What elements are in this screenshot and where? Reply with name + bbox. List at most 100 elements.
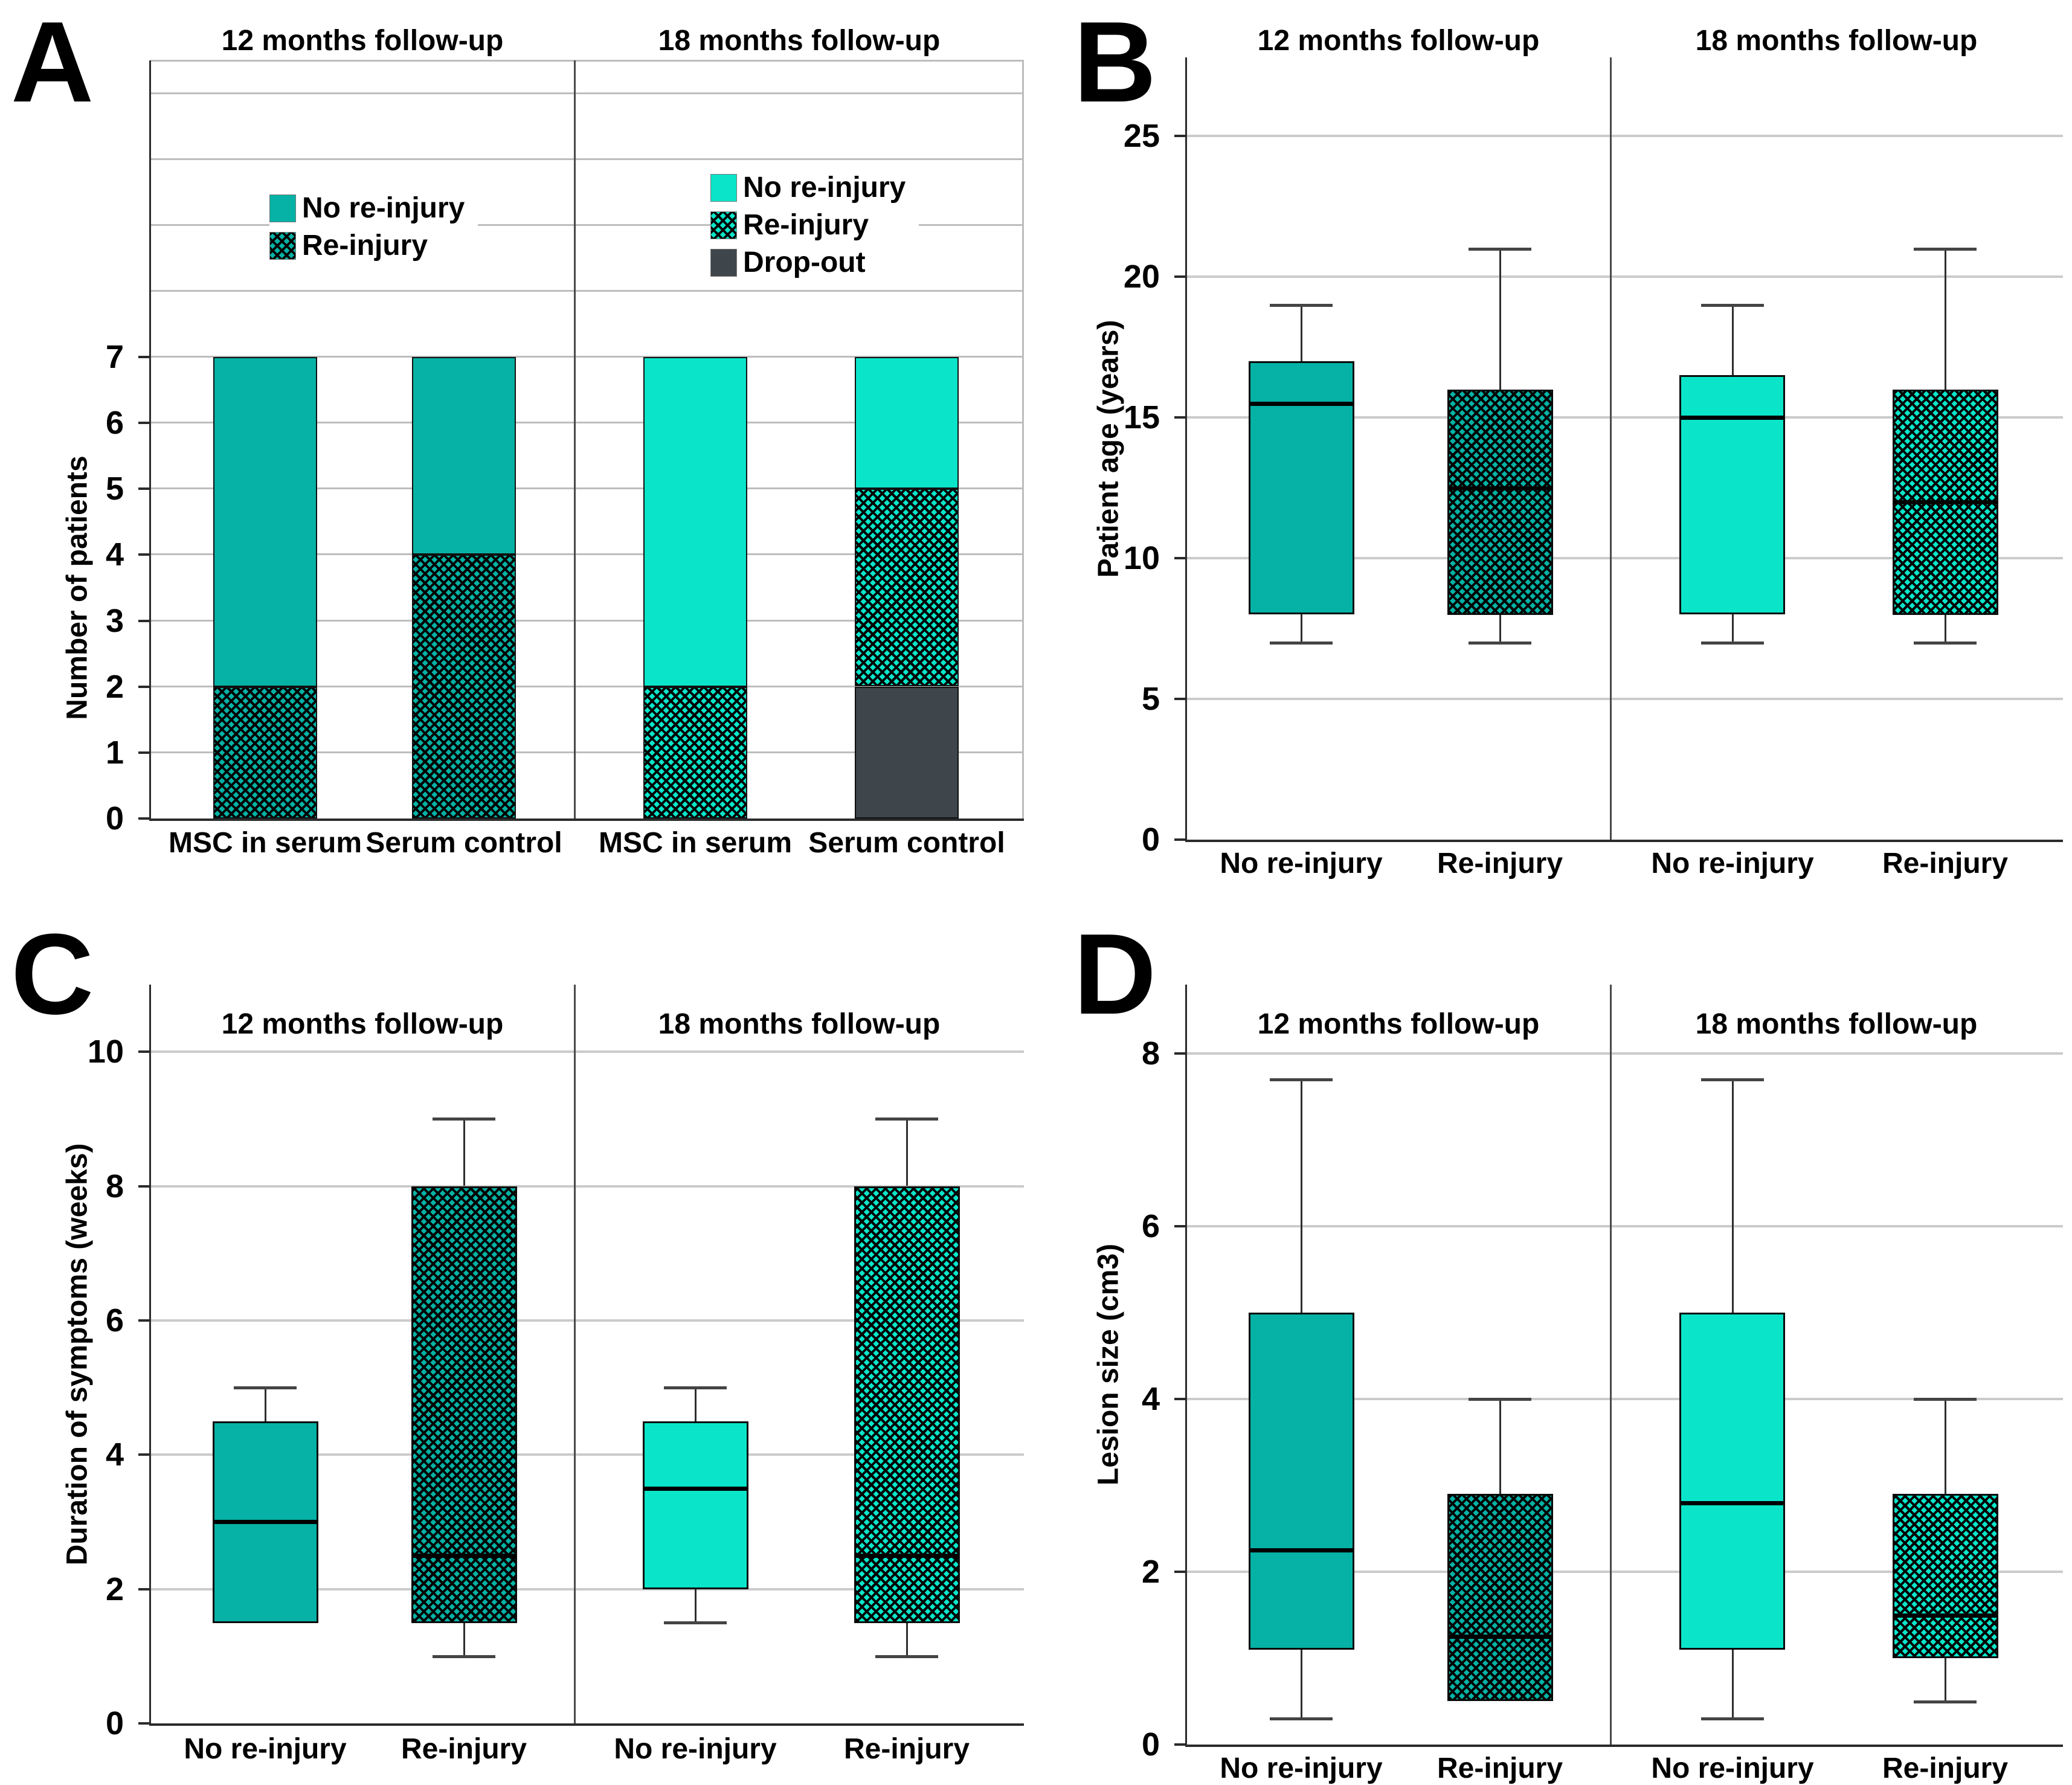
y-tick-mark: [138, 1588, 149, 1590]
y-tick-mark: [138, 817, 149, 820]
boxplot-whisker-cap: [1270, 1078, 1333, 1081]
y-tick-mark: [1174, 275, 1185, 278]
y-tick-mark: [138, 751, 149, 754]
gridline: [151, 356, 1024, 358]
boxplot-whisker-upper: [265, 1388, 266, 1421]
boxplot-whisker-cap: [1914, 248, 1977, 251]
y-tick-label: 8: [1141, 1035, 1160, 1072]
category-label: Serum control: [808, 827, 1005, 859]
y-tick-mark: [138, 356, 149, 358]
y-tick-label: 3: [105, 603, 124, 639]
gridline: [151, 1050, 1024, 1053]
stacked-bar-segment-no-re-injury: [855, 357, 959, 489]
boxplot-median: [855, 1554, 959, 1558]
boxplot-whisker-lower: [1499, 614, 1501, 643]
subpanel-title: 12 months follow-up: [221, 1008, 504, 1040]
gridline: [151, 224, 1024, 226]
stacked-bar-segment-no-re-injury: [213, 357, 317, 687]
legend-chip-hatch-12m: [269, 232, 296, 260]
y-tick-label: 0: [105, 1705, 124, 1742]
boxplot-whisker-cap: [1270, 642, 1333, 645]
subpanel-title: 12 months follow-up: [1257, 25, 1540, 57]
gridline: [151, 290, 1024, 292]
category-label: MSC in serum: [168, 827, 362, 859]
y-tick-label: 7: [105, 339, 124, 375]
boxplot-median: [1894, 500, 1997, 504]
axis-spine-bottom: [1185, 840, 2063, 842]
y-tick-label: 4: [105, 536, 124, 573]
y-tick-mark: [138, 620, 149, 622]
category-label: MSC in serum: [598, 827, 793, 859]
gridline: [1187, 1225, 2063, 1227]
boxplot-whisker-cap: [1469, 642, 1531, 645]
y-tick-label: 10: [1123, 540, 1160, 576]
y-tick-mark: [1174, 135, 1185, 137]
legend-row: No re-injury: [710, 169, 906, 207]
gridline: [151, 553, 1024, 555]
panel-c: C Duration of symptoms (weeks) 0 2 4 6 8 10 12 m…: [0, 894, 1036, 1785]
stacked-bar-segment-drop-out: [855, 687, 959, 819]
stacked-bar-segment-re-injury: [412, 555, 516, 819]
y-tick-mark: [138, 422, 149, 424]
y-tick-mark: [138, 487, 149, 490]
boxplot-whisker-cap: [1469, 248, 1531, 251]
y-tick-mark: [138, 1722, 149, 1725]
y-tick-mark: [1174, 557, 1185, 559]
panel-letter: C: [11, 910, 94, 1038]
boxplot-whisker-lower: [1732, 614, 1734, 643]
panel-b: B Patient age (years) 0 5 10 15 20 25 12 months …: [1036, 0, 2072, 888]
axis-spine-left: [1185, 57, 1187, 840]
y-axis-label: Lesion size (cm3): [1092, 1243, 1125, 1486]
category-label: No re-injury: [1220, 1752, 1383, 1784]
gridline: [151, 1319, 1024, 1322]
boxplot-box: [1447, 390, 1553, 615]
y-tick-label: 0: [1141, 1726, 1160, 1763]
boxplot-whisker-lower: [695, 1589, 697, 1623]
category-label: Re-injury: [1437, 847, 1563, 880]
boxplot-whisker-cap: [1469, 1398, 1531, 1401]
panel-letter: D: [1073, 910, 1156, 1038]
subpanel-divider: [1610, 985, 1612, 1745]
gridline: [1187, 698, 2063, 700]
subpanel-title: 12 months follow-up: [1257, 1008, 1540, 1040]
boxplot-whisker-cap: [1270, 1717, 1333, 1720]
boxplot-whisker-upper: [1945, 1399, 1946, 1494]
boxplot-whisker-cap: [1701, 1078, 1764, 1081]
boxplot-whisker-cap: [1914, 1398, 1977, 1401]
category-label: No re-injury: [1651, 1752, 1814, 1784]
gridline: [1187, 275, 2063, 278]
boxplot-whisker-upper: [1499, 249, 1501, 390]
y-tick-mark: [1174, 1052, 1185, 1055]
gridline: [151, 1185, 1024, 1188]
boxplot-median: [1250, 402, 1353, 406]
boxplot-box: [643, 1421, 748, 1589]
boxplot-median: [1449, 1635, 1552, 1639]
y-axis-label: Duration of symptoms (weeks): [61, 1143, 94, 1566]
boxplot-whisker-upper: [1732, 1079, 1734, 1313]
subpanel-title: 12 months follow-up: [221, 25, 504, 57]
y-tick-mark: [1174, 1225, 1185, 1227]
boxplot-whisker-upper: [463, 1119, 465, 1186]
gridline: [151, 751, 1024, 753]
gridline: [1187, 1052, 2063, 1055]
y-tick-label: 6: [105, 405, 124, 441]
category-label: No re-injury: [1220, 847, 1383, 880]
plot-frame-right: [1022, 60, 1024, 819]
y-tick-label: 0: [105, 800, 124, 837]
y-tick-mark: [1174, 1571, 1185, 1573]
gridline: [151, 422, 1024, 423]
boxplot-whisker-cap: [875, 1118, 938, 1121]
boxplot-whisker-upper: [1499, 1399, 1501, 1494]
category-label: No re-injury: [184, 1733, 347, 1765]
subpanel-title: 18 months follow-up: [658, 1008, 941, 1040]
boxplot-median: [1681, 1501, 1784, 1505]
boxplot-whisker-cap: [875, 1655, 938, 1658]
boxplot-whisker-upper: [1301, 1079, 1302, 1313]
category-label: Re-injury: [1882, 847, 2009, 880]
boxplot-median: [1449, 486, 1552, 490]
axis-spine-bottom: [149, 819, 1024, 821]
category-label: Re-injury: [843, 1733, 970, 1765]
boxplot-median: [1894, 1613, 1997, 1618]
panel-d: D Lesion size (cm3) 0 2 4 6 8 12 months follow-…: [1036, 894, 2072, 1785]
axis-spine-left: [149, 60, 151, 819]
